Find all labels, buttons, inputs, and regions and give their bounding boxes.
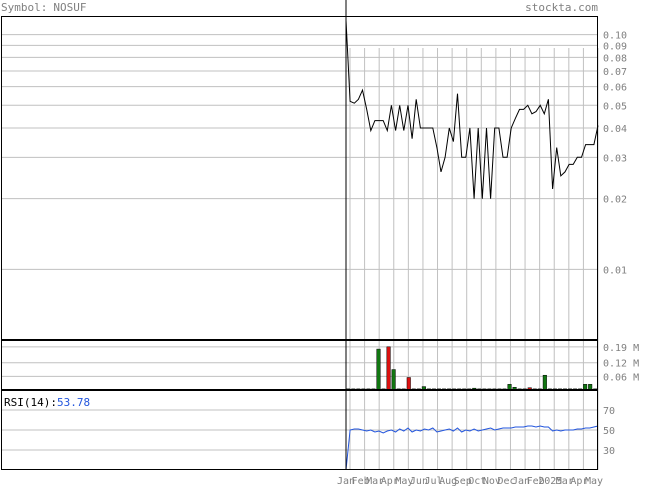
price-tick-label: 0.07	[603, 67, 627, 78]
site-watermark: stockta.com	[525, 1, 598, 14]
volume-bar	[391, 369, 396, 391]
price-tick-label: 0.06	[603, 83, 627, 94]
price-tick-label: 0.04	[603, 124, 627, 135]
volume-tick-label: 0.19 M	[603, 343, 639, 354]
price-series	[345, 20, 599, 199]
rsi-value: 53.78	[57, 396, 90, 409]
rsi-series	[345, 425, 599, 471]
x-tick-label: Mar	[366, 476, 384, 486]
x-tick-label: Apr	[570, 476, 588, 486]
rsi-label: RSI(14):53.78	[4, 396, 90, 409]
symbol-label: Symbol: NOSUF	[1, 1, 86, 14]
volume-bar	[376, 348, 381, 391]
axis-labels: 0.100.090.08 0.07 0.06 0.05 0.04 0.03 0.02 0.01…	[337, 31, 639, 487]
rsi-tick-label: 50	[603, 426, 615, 437]
price-tick-label: 0.01	[603, 265, 627, 276]
price-panel-frame	[1, 16, 598, 340]
price-tick-label: 0.10	[603, 31, 627, 42]
x-tick-label: Feb	[527, 476, 545, 486]
volume-bar	[386, 346, 391, 391]
x-tick-label: Mar	[556, 476, 574, 486]
price-tick-label: 0.03	[603, 153, 627, 164]
volume-tick-label: 0.06 M	[603, 372, 639, 383]
symbol-value: NOSUF	[53, 1, 86, 14]
x-tick-label: Jun	[410, 476, 428, 486]
volume-bar	[406, 377, 411, 391]
volume-bar	[542, 374, 547, 391]
rsi-line	[345, 425, 599, 471]
x-tick-label: Jul	[424, 476, 442, 486]
x-tick-label: Jan	[337, 476, 355, 486]
x-tick-label: Apr	[381, 476, 399, 486]
x-tick-label: Aug	[439, 476, 457, 486]
x-tick-label: Oct	[468, 476, 486, 486]
price-line	[345, 20, 599, 199]
x-tick-label: Nov	[483, 476, 501, 486]
rsi-label-text: RSI(14):	[4, 396, 57, 409]
price-tick-label: 0.02	[603, 195, 627, 206]
x-tick-label: Sep	[454, 476, 472, 486]
price-tick-label: 0.05	[603, 101, 627, 112]
volume-panel-frame	[1, 340, 598, 390]
x-tick-label: Dec	[497, 476, 515, 486]
rsi-tick-label: 70	[603, 406, 615, 417]
panel-frames	[1, 0, 598, 470]
x-tick-label: 2025	[538, 476, 562, 486]
grid-layer	[1, 34, 599, 470]
rsi-tick-label: 30	[603, 446, 615, 457]
price-tick-label: 0.09	[603, 41, 627, 52]
volume-tick-label: 0.12 M	[603, 359, 639, 370]
volume-bars	[346, 346, 598, 391]
symbol-prefix: Symbol:	[1, 1, 47, 14]
x-tick-label: May	[395, 476, 413, 486]
x-tick-label: Feb	[352, 476, 370, 486]
x-tick-label: May	[585, 476, 603, 486]
price-tick-label: 0.08	[603, 53, 627, 64]
x-tick-label: Jan	[512, 476, 530, 486]
rsi-panel-frame	[1, 390, 598, 470]
